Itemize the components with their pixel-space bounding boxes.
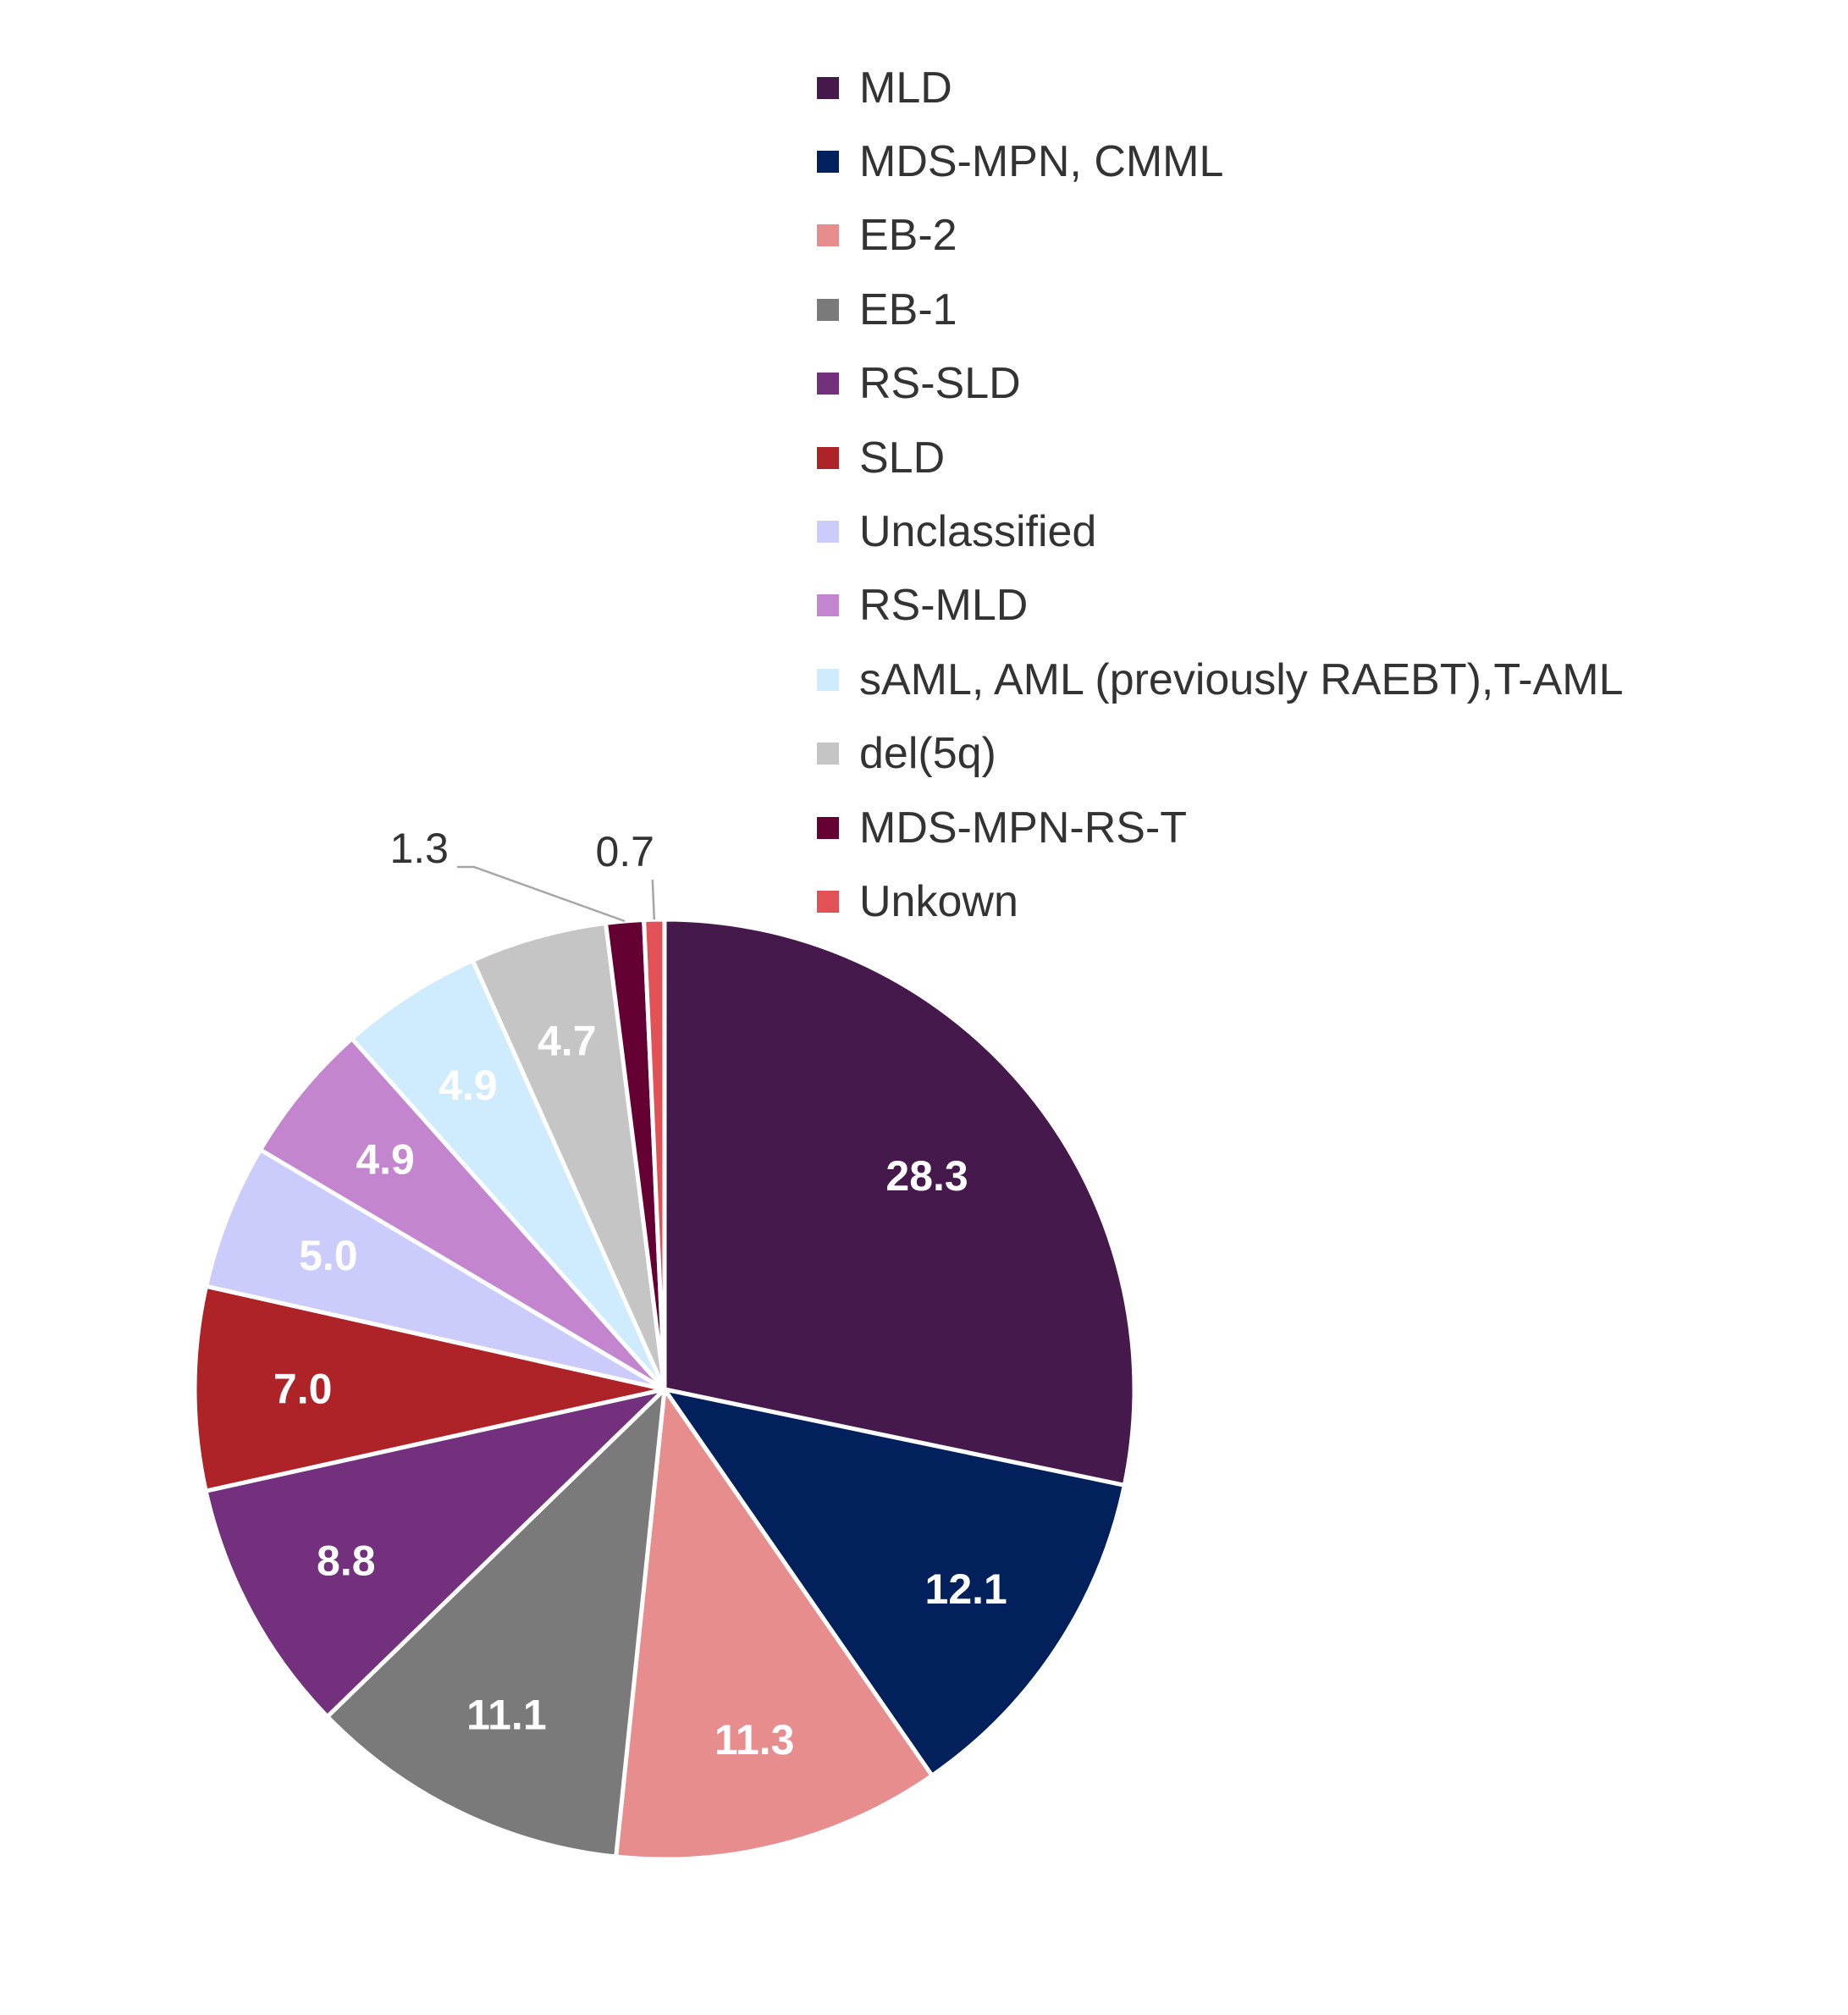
data-label-eb-2: 11.3 [714,1716,795,1764]
data-label-rs-sld: 8.8 [317,1537,376,1585]
legend-item-unclassified: Unclassified [817,494,1624,568]
legend-swatch [817,446,839,469]
data-label-sld: 7.0 [273,1365,333,1412]
legend-label: EB-1 [859,284,957,334]
legend-item-mds-mpn-cmml: MDS-MPN, CMML [817,124,1624,198]
data-label-unkown: 0.7 [595,828,654,875]
legend-item-saml-aml-previously-raebt-t-aml: sAML, AML (previously RAEBT),T-AML [817,643,1624,716]
pie-slice-unkown [642,917,667,1392]
legend-label: sAML, AML (previously RAEBT),T-AML [859,654,1624,704]
legend-item-sld: SLD [817,421,1624,494]
legend-swatch [817,743,839,765]
chart-legend: MLD MDS-MPN, CMML EB-2 EB-1 RS-SLD SLD Unclass… [817,51,1624,939]
pie-slice-eb-1 [325,1387,667,1859]
data-label-del-5q: 4.7 [538,1017,597,1064]
data-label-saml-aml-previously-raebt-t-aml: 4.9 [439,1062,498,1109]
pie-slice-eb-2 [614,1387,935,1862]
legend-swatch [817,668,839,691]
legend-label: RS-SLD [859,359,1021,409]
legend-swatch [817,298,839,321]
legend-swatch [817,224,839,247]
legend-swatch [817,816,839,839]
legend-label: del(5q) [859,729,996,779]
data-label-rs-mld: 4.9 [356,1135,415,1183]
pie-slice-rs-sld [203,1387,667,1720]
pie-slice-mds-mpn-cmml [662,1387,1127,1778]
legend-swatch [817,151,839,174]
data-label-eb-1: 11.1 [466,1691,547,1738]
legend-item-unkown: Unkown [817,864,1624,938]
legend-item-eb-1: EB-1 [817,273,1624,346]
legend-label: MDS-MPN-RS-T [859,803,1188,853]
legend-item-mld: MLD [817,51,1624,124]
leader-line-unkown [651,880,656,920]
legend-swatch [817,76,839,99]
legend-item-mds-mpn-rs-t: MDS-MPN-RS-T [817,791,1624,864]
legend-label: Unclassified [859,507,1097,557]
legend-item-eb-2: EB-2 [817,199,1624,273]
data-label-mld: 28.3 [885,1152,968,1200]
data-label-mds-mpn-rs-t: 1.3 [389,825,449,872]
leader-line-mds-mpn-rs-t [457,865,626,923]
legend-item-del-5q: del(5q) [817,717,1624,791]
legend-label: EB-2 [859,211,957,261]
legend-label: Unkown [859,876,1018,926]
legend-swatch [817,890,839,913]
legend-item-rs-mld: RS-MLD [817,569,1624,643]
legend-item-rs-sld: RS-SLD [817,347,1624,421]
pie-slice-sld [192,1284,667,1493]
legend-label: MLD [859,63,952,113]
pie-slice-del-5q [470,920,667,1392]
legend-label: SLD [859,433,946,483]
pie-slice-saml-aml-previously-raebt-t-aml [350,958,667,1392]
data-label-unclassified: 5.0 [299,1232,358,1279]
pie-slice-rs-mld [258,1036,667,1392]
legend-swatch [817,373,839,395]
legend-label: MDS-MPN, CMML [859,137,1224,187]
legend-swatch [817,594,839,617]
legend-label: RS-MLD [859,581,1029,631]
pie-slice-unclassified [204,1147,667,1392]
pie-slice-mld [662,917,1137,1488]
legend-swatch [817,521,839,544]
data-label-mds-mpn-cmml: 12.1 [925,1565,1007,1613]
